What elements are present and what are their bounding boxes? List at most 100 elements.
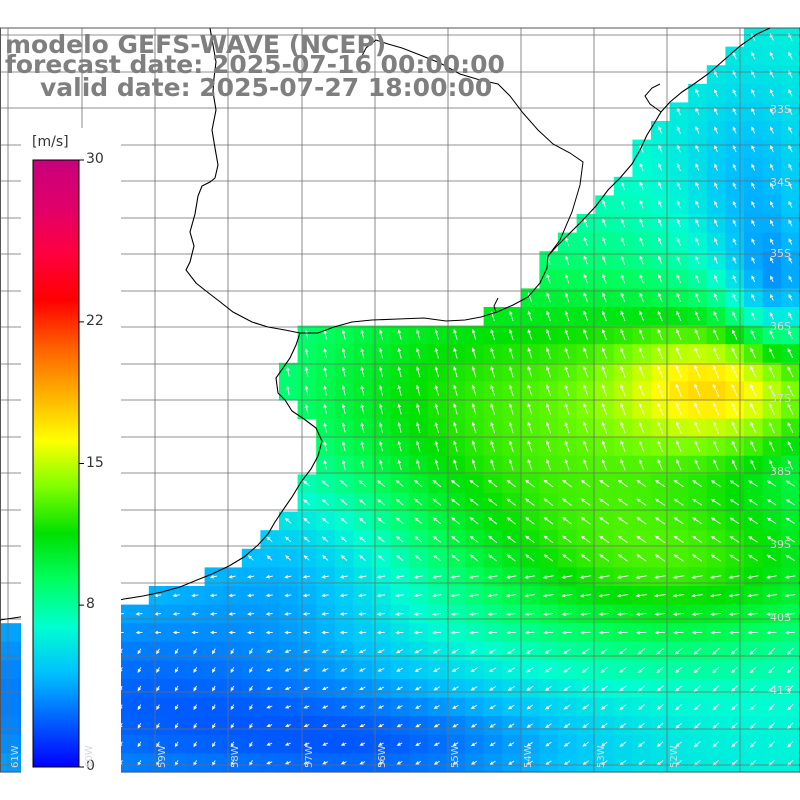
wind-arrow bbox=[358, 593, 367, 598]
wind-arrow bbox=[675, 365, 682, 379]
wind-arrow bbox=[730, 666, 739, 674]
wind-arrow bbox=[728, 575, 740, 579]
wind-arrow bbox=[695, 163, 700, 171]
wind-arrow bbox=[249, 648, 253, 655]
wind-arrow bbox=[490, 347, 495, 359]
wind-arrow bbox=[544, 648, 553, 654]
latitude-label: 35S bbox=[770, 247, 791, 260]
wind-arrow bbox=[583, 384, 589, 397]
wind-arrow bbox=[714, 144, 718, 153]
wind-arrow bbox=[211, 667, 216, 673]
wind-arrow bbox=[545, 704, 552, 710]
wind-arrow bbox=[639, 255, 644, 265]
wind-arrow bbox=[602, 273, 607, 284]
wind-arrow bbox=[620, 310, 626, 322]
wind-arrow bbox=[396, 705, 403, 709]
wind-arrow bbox=[675, 666, 683, 674]
wind-arrow bbox=[636, 498, 647, 506]
wind-arrow bbox=[750, 440, 757, 452]
wind-arrow bbox=[358, 480, 367, 487]
wind-arrow bbox=[769, 347, 775, 359]
wind-arrow bbox=[729, 536, 740, 543]
wind-arrow bbox=[656, 741, 664, 748]
wind-arrow bbox=[379, 440, 383, 452]
wind-arrow bbox=[600, 685, 608, 692]
wind-arrow bbox=[658, 237, 663, 246]
wind-arrow bbox=[212, 741, 216, 748]
lagoon bbox=[493, 297, 499, 313]
wind-arrow bbox=[470, 704, 478, 710]
wind-arrow bbox=[304, 366, 309, 377]
wind-arrow bbox=[694, 459, 701, 471]
wind-arrow bbox=[378, 403, 383, 415]
wind-arrow bbox=[193, 704, 197, 711]
wind-arrow bbox=[676, 144, 681, 153]
wind-arrow bbox=[751, 238, 756, 245]
wind-arrow bbox=[732, 163, 737, 171]
wind-arrow bbox=[509, 329, 514, 340]
latitude-label: 38S bbox=[770, 465, 791, 478]
wind-arrow bbox=[751, 107, 756, 115]
wind-arrow bbox=[599, 554, 610, 562]
wind-arrow bbox=[527, 329, 533, 340]
wind-arrow bbox=[506, 630, 516, 635]
longitude-label: 54W bbox=[523, 745, 534, 768]
wind-arrow bbox=[174, 667, 179, 673]
wind-arrow bbox=[212, 704, 216, 711]
wind-arrow bbox=[284, 705, 291, 709]
wind-arrow bbox=[543, 479, 554, 488]
latitude-label: 41S bbox=[770, 684, 791, 697]
wind-arrow bbox=[507, 648, 516, 654]
wind-arrow bbox=[770, 256, 774, 264]
wind-arrow bbox=[692, 554, 703, 562]
wind-arrow bbox=[453, 329, 458, 340]
wind-arrow bbox=[359, 761, 366, 765]
wind-arrow bbox=[580, 535, 591, 544]
wind-arrow bbox=[546, 365, 551, 378]
wind-arrow bbox=[546, 458, 551, 471]
wind-arrow bbox=[546, 273, 551, 284]
wind-arrow bbox=[249, 741, 253, 748]
wind-arrow bbox=[583, 365, 589, 378]
wind-arrow bbox=[378, 384, 383, 396]
wind-arrow bbox=[602, 236, 607, 247]
wind-arrow bbox=[694, 421, 701, 434]
wind-arrow bbox=[360, 440, 365, 452]
speed-cell bbox=[0, 641, 20, 661]
wind-arrow bbox=[286, 366, 290, 377]
wind-arrow bbox=[788, 312, 793, 320]
wind-arrow bbox=[358, 630, 367, 635]
latitude-label: 36S bbox=[770, 320, 791, 333]
wind-arrow bbox=[620, 292, 626, 303]
wind-arrow bbox=[490, 459, 495, 471]
wind-arrow bbox=[695, 274, 700, 284]
wind-arrow bbox=[639, 162, 644, 172]
colorbar-tick-label: 15 bbox=[86, 454, 104, 471]
wind-arrow bbox=[451, 535, 460, 543]
wind-arrow bbox=[749, 722, 757, 729]
wind-arrow bbox=[526, 723, 534, 728]
wind-arrow bbox=[490, 366, 495, 378]
wind-arrow bbox=[787, 403, 794, 415]
wind-arrow bbox=[564, 329, 570, 340]
wind-direction-arrows bbox=[79, 33, 796, 767]
wind-arrow bbox=[341, 366, 346, 377]
wind-arrow bbox=[714, 107, 719, 116]
wind-arrow bbox=[323, 441, 327, 451]
wind-arrow bbox=[599, 535, 610, 544]
wind-arrow bbox=[580, 630, 591, 635]
wind-arrow bbox=[769, 88, 774, 97]
wind-arrow bbox=[490, 440, 496, 452]
wind-arrow bbox=[284, 760, 291, 765]
wind-arrow bbox=[599, 498, 610, 506]
wind-arrow bbox=[672, 575, 685, 580]
longitude-label: 53W bbox=[596, 745, 607, 768]
wind-arrow bbox=[788, 256, 793, 264]
wind-arrow bbox=[617, 498, 628, 506]
wind-arrow bbox=[693, 666, 701, 674]
wind-arrow bbox=[174, 648, 179, 655]
wind-arrow bbox=[174, 685, 179, 692]
wind-arrow bbox=[471, 366, 477, 378]
wind-arrow bbox=[654, 593, 666, 598]
wind-arrow bbox=[768, 384, 776, 397]
